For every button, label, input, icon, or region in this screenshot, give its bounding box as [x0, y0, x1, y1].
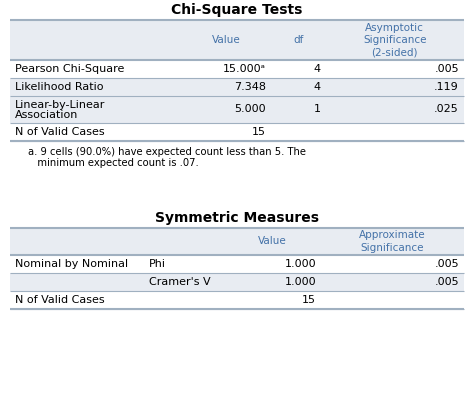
- Text: 4: 4: [313, 82, 320, 92]
- Text: .005: .005: [434, 64, 459, 74]
- Bar: [10, 78, 464, 96]
- Text: .005: .005: [434, 277, 459, 287]
- Text: .025: .025: [434, 105, 459, 114]
- Text: 1: 1: [313, 105, 320, 114]
- Bar: [10, 96, 464, 123]
- Text: 15: 15: [252, 127, 266, 137]
- Text: 5.000: 5.000: [235, 105, 266, 114]
- Text: .005: .005: [434, 259, 459, 269]
- Bar: [10, 255, 464, 273]
- Text: 15: 15: [302, 295, 316, 305]
- Text: Value: Value: [258, 237, 287, 246]
- Text: a. 9 cells (90.0%) have expected count less than 5. The: a. 9 cells (90.0%) have expected count l…: [28, 147, 306, 157]
- Bar: [10, 291, 464, 309]
- Text: Association: Association: [15, 110, 78, 121]
- Text: Chi-Square Tests: Chi-Square Tests: [171, 3, 303, 17]
- Text: Pearson Chi-Square: Pearson Chi-Square: [15, 64, 124, 74]
- Text: 1.000: 1.000: [284, 259, 316, 269]
- Text: Linear-by-Linear: Linear-by-Linear: [15, 99, 105, 110]
- Text: Likelihood Ratio: Likelihood Ratio: [15, 82, 103, 92]
- Bar: [10, 20, 464, 60]
- Bar: [10, 273, 464, 291]
- Text: Approximate
Significance: Approximate Significance: [359, 230, 426, 253]
- Bar: [10, 228, 464, 255]
- Text: Cramer's V: Cramer's V: [149, 277, 210, 287]
- Text: minimum expected count is .07.: minimum expected count is .07.: [28, 158, 199, 168]
- Text: Symmetric Measures: Symmetric Measures: [155, 211, 319, 225]
- Text: .119: .119: [434, 82, 459, 92]
- Text: Asymptotic
Significance
(2-sided): Asymptotic Significance (2-sided): [363, 23, 427, 57]
- Text: N of Valid Cases: N of Valid Cases: [15, 127, 105, 137]
- Text: N of Valid Cases: N of Valid Cases: [15, 295, 105, 305]
- Text: df: df: [293, 35, 303, 45]
- Text: 1.000: 1.000: [284, 277, 316, 287]
- Text: Value: Value: [212, 35, 241, 45]
- Bar: [10, 60, 464, 78]
- Text: Nominal by Nominal: Nominal by Nominal: [15, 259, 128, 269]
- Bar: [10, 123, 464, 141]
- Text: 15.000ᵃ: 15.000ᵃ: [223, 64, 266, 74]
- Text: 4: 4: [313, 64, 320, 74]
- Text: 7.348: 7.348: [234, 82, 266, 92]
- Text: Phi: Phi: [149, 259, 166, 269]
